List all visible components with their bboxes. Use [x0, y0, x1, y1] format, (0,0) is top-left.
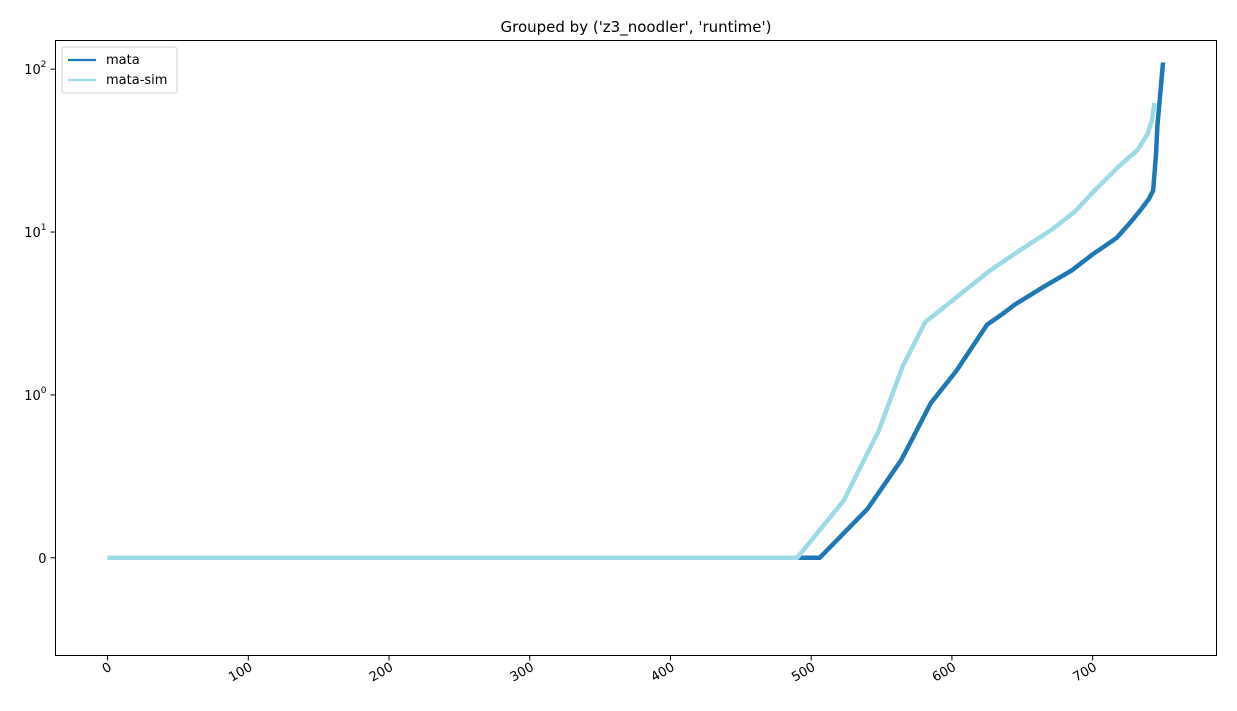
- y-axis: 0 100 101 102: [24, 60, 56, 567]
- legend-label-mata-sim: mata-sim: [106, 73, 167, 88]
- legend-label-mata: mata: [106, 53, 140, 68]
- plot-area: [107, 62, 1166, 561]
- y-tick-label: 102: [24, 60, 46, 78]
- series-line-mata: [107, 62, 1166, 561]
- legend: mata mata-sim: [61, 46, 178, 94]
- axes-frame: [55, 40, 1217, 656]
- legend-box: [61, 46, 178, 94]
- series-line-mata-sim: [107, 102, 1157, 561]
- y-tick-label: 100: [24, 386, 47, 404]
- y-tick-label: 0: [38, 552, 46, 567]
- y-tick-label: 101: [24, 223, 46, 241]
- chart-title: Grouped by ('z3_noodler', 'runtime'): [500, 18, 771, 37]
